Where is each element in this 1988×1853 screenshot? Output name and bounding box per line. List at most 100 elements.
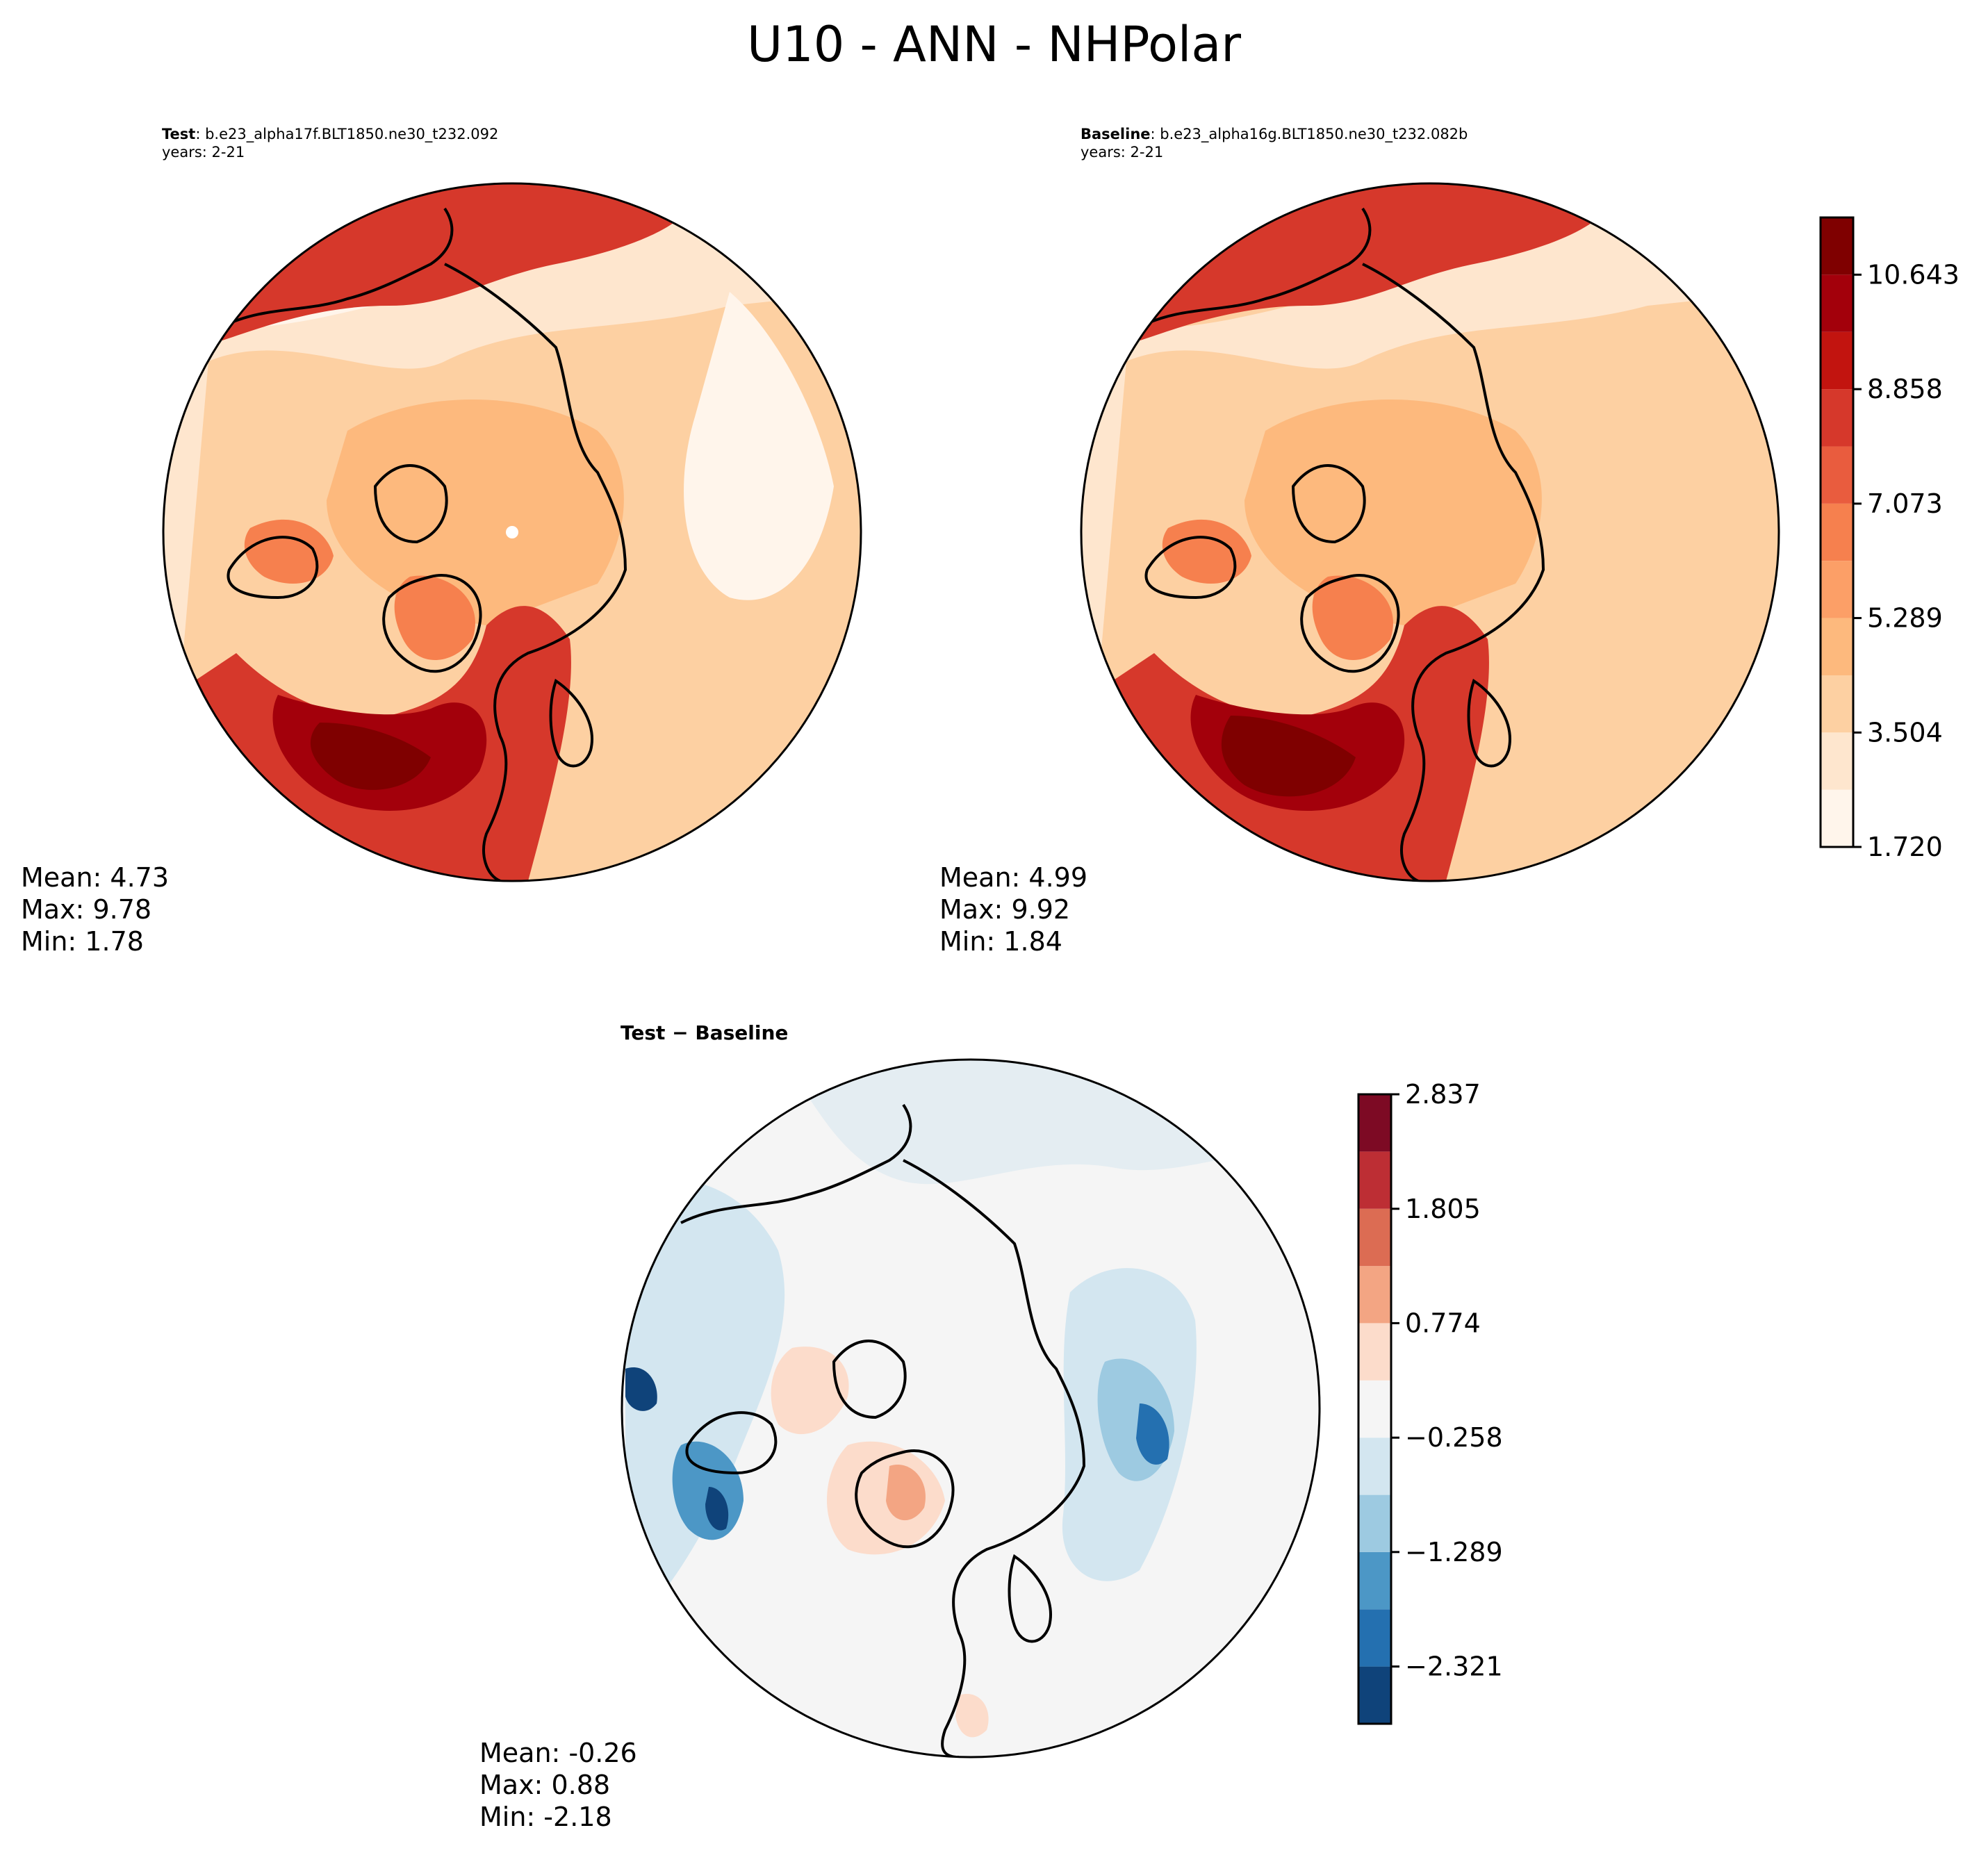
diff-colorbar-swatch	[1358, 1666, 1391, 1724]
test-pole	[506, 526, 518, 538]
diff-field-pacific-neg	[625, 1177, 785, 1633]
test-colorbar-tick-label: 1.720	[1867, 832, 1943, 862]
test-coast-archipelago	[373, 464, 448, 544]
diff-field-north-neg	[799, 1060, 1320, 1185]
test-colorbar-swatch	[1821, 732, 1853, 790]
diff-field-greenland-pos2	[886, 1465, 926, 1521]
baseline-mean: Mean: 4.99	[939, 862, 1088, 893]
diff-colorbar-tick-label: −0.258	[1405, 1422, 1503, 1453]
baseline-label-rest: : b.e23_alpha16g.BLT1850.ne30_t232.082b	[1150, 126, 1468, 142]
diff-colorbar-swatch	[1358, 1380, 1391, 1438]
test-stats: Mean: 4.73 Max: 9.78 Min: 1.78	[21, 862, 169, 957]
test-colorbar-tick-label: 3.504	[1867, 717, 1943, 748]
test-coast-russia	[444, 263, 627, 881]
diff-max: Max: 0.88	[479, 1770, 611, 1800]
test-map	[163, 183, 861, 881]
diff-colorbar-swatch	[1358, 1551, 1391, 1610]
test-colorbar-swatch	[1821, 446, 1853, 504]
test-colorbar-swatch	[1821, 503, 1853, 561]
baseline-field-atlantic-max	[1221, 716, 1356, 797]
diff-mean: Mean: -0.26	[479, 1738, 637, 1768]
diff-coast-scandinavia	[1008, 1554, 1052, 1643]
test-min: Min: 1.78	[21, 926, 144, 957]
baseline-min: Min: 1.84	[939, 926, 1062, 957]
test-field-light2	[684, 292, 834, 600]
diff-colorbar-swatch	[1358, 1609, 1391, 1667]
test-coast-alaska	[222, 207, 454, 328]
diff-colorbar-swatch	[1358, 1494, 1391, 1552]
diff-coast-hudson	[685, 1411, 778, 1475]
test-colorbar: 1.720 3.504 5.289 7.073 8.858 10.643	[1819, 216, 1960, 862]
diff-coast-russia	[903, 1159, 1086, 1757]
test-colorbar-border	[1819, 216, 1855, 848]
diff-coast-alaska	[680, 1103, 912, 1224]
test-coast-hudson	[227, 536, 319, 600]
figure-title: U10 - ANN - NHPolar	[746, 16, 1242, 73]
test-field-arctic	[327, 400, 624, 625]
test-field-atlantic-max	[310, 723, 431, 790]
baseline-coast-alaska	[1140, 207, 1372, 328]
diff-field-canada-min	[705, 1487, 729, 1531]
baseline-years: years: 2-21	[1081, 144, 1164, 160]
diff-field-europe-pos	[955, 1694, 989, 1738]
test-field-greenland	[394, 575, 475, 660]
baseline-coast-hudson	[1144, 536, 1237, 600]
diff-field-greenland-pos	[827, 1441, 945, 1555]
diff-colorbar-swatch	[1358, 1094, 1391, 1152]
test-colorbar-swatch	[1821, 561, 1853, 618]
diff-field-siberia-min	[1136, 1403, 1169, 1465]
diff-colorbar-swatch	[1358, 1323, 1391, 1381]
diff-colorbar-swatch	[1358, 1151, 1391, 1209]
diff-colorbar-tick-label: −2.321	[1405, 1652, 1503, 1682]
diff-coast-greenland	[855, 1449, 955, 1549]
diff-map-border	[621, 1058, 1321, 1759]
baseline-subtitle: Baseline: b.e23_alpha16g.BLT1850.ne30_t2…	[1081, 125, 1468, 161]
test-label-rest: : b.e23_alpha17f.BLT1850.ne30_t232.092	[195, 126, 499, 142]
diff-colorbar-tick-label: 0.774	[1405, 1308, 1481, 1338]
test-colorbar-swatch	[1821, 389, 1853, 447]
test-coast-scandinavia	[549, 678, 593, 768]
test-colorbar-swatch	[1821, 789, 1853, 847]
test-field-hudson	[244, 519, 334, 584]
diff-min: Min: -2.18	[479, 1802, 612, 1832]
diff-colorbar-swatch	[1358, 1266, 1391, 1324]
baseline-field-greenland	[1312, 575, 1393, 660]
test-max: Max: 9.78	[21, 894, 152, 925]
test-colorbar-tick-label: 5.289	[1867, 603, 1943, 634]
diff-coast-archipelago	[832, 1340, 907, 1419]
baseline-map-border	[1080, 182, 1780, 882]
test-years: years: 2-21	[162, 144, 245, 160]
diff-title: Test − Baseline	[621, 1021, 789, 1044]
baseline-map	[1081, 183, 1779, 881]
baseline-max: Max: 9.92	[939, 894, 1071, 925]
baseline-field-arctic	[1244, 400, 1542, 625]
test-colorbar-tick-label: 8.858	[1867, 374, 1943, 404]
baseline-label-bold: Baseline	[1081, 126, 1151, 142]
baseline-coast-archipelago	[1291, 464, 1366, 544]
test-colorbar-swatch	[1821, 331, 1853, 390]
test-colorbar-tick-label: 10.643	[1867, 259, 1960, 290]
diff-field-west-min	[625, 1367, 657, 1411]
test-coast-greenland	[382, 574, 482, 673]
diff-colorbar-swatch	[1358, 1438, 1391, 1495]
diff-colorbar-tick-label: 2.837	[1405, 1079, 1481, 1110]
test-mean: Mean: 4.73	[21, 862, 170, 893]
test-label-bold: Test	[162, 126, 196, 142]
diff-colorbar-tick-label: 1.805	[1405, 1194, 1481, 1224]
test-map-border	[162, 182, 862, 882]
diff-colorbar-tick-label: −1.289	[1405, 1537, 1503, 1567]
test-colorbar-swatch	[1821, 618, 1853, 675]
test-colorbar-swatch	[1821, 675, 1853, 733]
baseline-coast-greenland	[1300, 574, 1400, 673]
test-colorbar-swatch	[1821, 217, 1853, 275]
diff-field-archipelago-pos	[771, 1346, 849, 1435]
baseline-coast-russia	[1362, 263, 1545, 881]
test-colorbar-swatch	[1821, 274, 1853, 332]
diff-colorbar: −2.321 −1.289 −0.258 0.774 1.805 2.837	[1357, 1079, 1503, 1725]
test-subtitle: Test: b.e23_alpha17f.BLT1850.ne30_t232.0…	[162, 125, 498, 161]
baseline-coast-scandinavia	[1467, 678, 1511, 768]
diff-colorbar-border	[1357, 1093, 1393, 1725]
baseline-field-hudson	[1162, 519, 1251, 584]
diff-map	[622, 1060, 1320, 1757]
